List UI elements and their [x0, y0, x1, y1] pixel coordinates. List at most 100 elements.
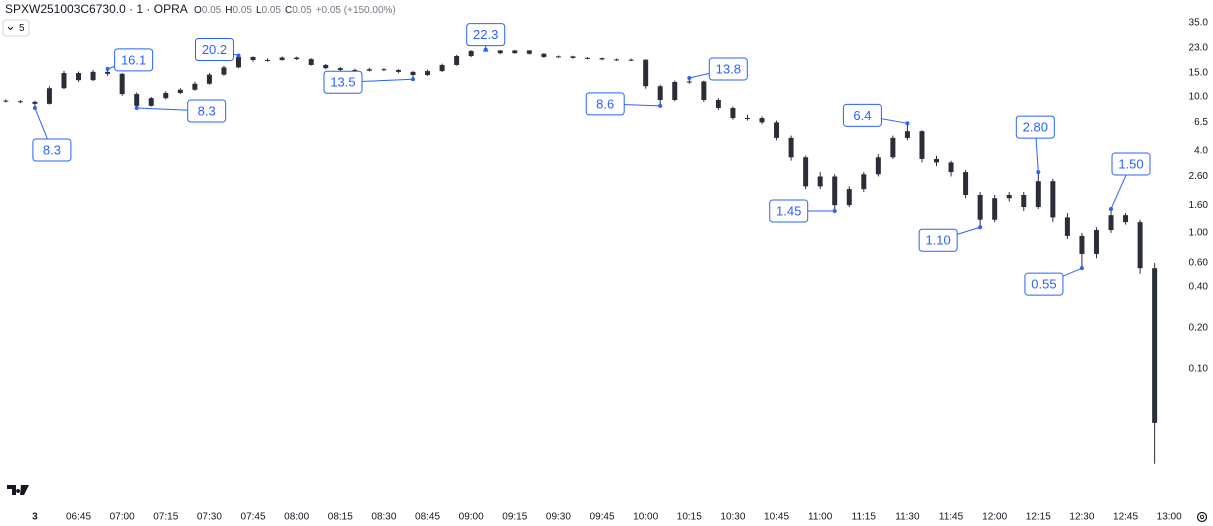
annotation-box: [194, 37, 234, 61]
candle-body: [250, 56, 256, 61]
annotation-label: 8.3: [43, 142, 61, 157]
annotation-label: 1.50: [1118, 156, 1143, 171]
candle-body: [366, 69, 372, 71]
x-tick-label: 08:00: [284, 512, 309, 523]
candle-body: [134, 94, 140, 106]
x-tick-label: 12:00: [982, 512, 1007, 523]
candle-body: [352, 69, 358, 71]
x-tick-label: 09:45: [590, 512, 615, 523]
settings-icon[interactable]: [1196, 511, 1208, 523]
y-tick-label: 6.5: [1194, 117, 1208, 128]
candle-body: [3, 100, 9, 102]
x-tick-label: 12:15: [1026, 512, 1051, 523]
candle-body: [759, 118, 765, 123]
candle-body: [410, 71, 416, 76]
x-tick-label: 11:00: [808, 512, 833, 523]
stat-value: 0.05: [202, 5, 222, 16]
annotation-point: [905, 121, 910, 126]
candle-body: [395, 69, 401, 72]
candle-body: [90, 71, 96, 81]
annotation-box: [708, 57, 748, 81]
candle-body: [323, 64, 329, 69]
annotation-point: [687, 75, 692, 80]
y-tick-label: 0.20: [1189, 323, 1209, 334]
annotation-box: [323, 70, 363, 94]
candle-body: [774, 122, 780, 138]
x-tick-label: 08:15: [328, 512, 353, 523]
stat-value: 0.05: [262, 5, 282, 16]
candle-body: [32, 101, 38, 104]
annotation-box: [918, 228, 958, 252]
candle-body: [468, 50, 474, 57]
candle-body: [1152, 268, 1158, 423]
x-tick-label: 11:15: [852, 512, 877, 523]
annotation-label: 6.4: [853, 108, 871, 123]
annotation-point: [1079, 266, 1084, 271]
logo-shape: [7, 485, 29, 495]
candle-body: [744, 118, 750, 120]
x-tick-label: 12:30: [1069, 512, 1094, 523]
candle-body: [846, 189, 852, 206]
candle-body: [76, 73, 82, 81]
candle-body: [570, 56, 576, 58]
candle-body: [934, 158, 940, 163]
candle-body: [730, 107, 736, 119]
candle-body: [497, 50, 503, 54]
interval-button[interactable]: [2, 19, 30, 37]
annotation-point: [236, 53, 241, 58]
x-tick-label: 13:00: [1157, 512, 1182, 523]
candle-body: [17, 101, 23, 103]
stat-label: C: [285, 5, 292, 16]
x-tick-label: 10:15: [677, 512, 702, 523]
candle-body: [439, 64, 445, 72]
candle-body: [1064, 217, 1070, 236]
candle-body: [992, 198, 998, 220]
x-tick-label: 07:15: [153, 512, 178, 523]
candle-body: [555, 56, 561, 58]
candle-body: [875, 157, 881, 175]
annotation-label: 20.2: [202, 42, 227, 57]
x-tick-label: 12:45: [1113, 512, 1138, 523]
y-tick-label: 23.0: [1189, 42, 1209, 53]
annotation-box: [842, 103, 882, 127]
tradingview-logo[interactable]: [7, 485, 29, 495]
annotation-box: [1015, 115, 1055, 139]
stat-value: 0.05: [232, 5, 252, 16]
candle-body: [221, 67, 227, 75]
x-tick-label: 10:45: [764, 512, 789, 523]
x-tick-label: 10:30: [720, 512, 745, 523]
x-tick-label: 07:30: [197, 512, 222, 523]
candle-body: [1035, 181, 1041, 208]
candle-body: [614, 59, 620, 61]
candle-body: [265, 60, 271, 62]
annotation-point: [978, 225, 983, 230]
stat-label: H: [225, 5, 232, 16]
annotation-label: 0.55: [1031, 277, 1056, 292]
candle-body: [1021, 195, 1027, 208]
y-tick-label: 1.00: [1189, 228, 1209, 239]
annotation-point: [1109, 206, 1114, 211]
interval-label: 5: [19, 23, 25, 34]
candle-body: [715, 100, 721, 108]
candle-body: [192, 83, 198, 90]
candle-body: [861, 174, 867, 190]
x-tick-label: 09:00: [459, 512, 484, 523]
y-tick-label: 0.60: [1189, 258, 1209, 269]
candle-body: [61, 73, 67, 89]
annotation-point: [105, 66, 110, 71]
stat-label: L: [256, 5, 262, 16]
x-tick-label: 09:15: [502, 512, 527, 523]
annotation-point: [32, 105, 37, 110]
candle-body: [512, 50, 518, 54]
candle-body: [977, 195, 983, 220]
y-tick-label: 15.0: [1189, 68, 1209, 79]
annotation-label: 1.45: [776, 203, 801, 218]
candle-body: [1079, 235, 1085, 254]
x-tick-label: 08:45: [415, 512, 440, 523]
candle-body: [163, 92, 169, 99]
annotation-box: [466, 23, 506, 47]
candle-body: [904, 131, 910, 138]
y-tick-label: 4.0: [1194, 146, 1208, 157]
